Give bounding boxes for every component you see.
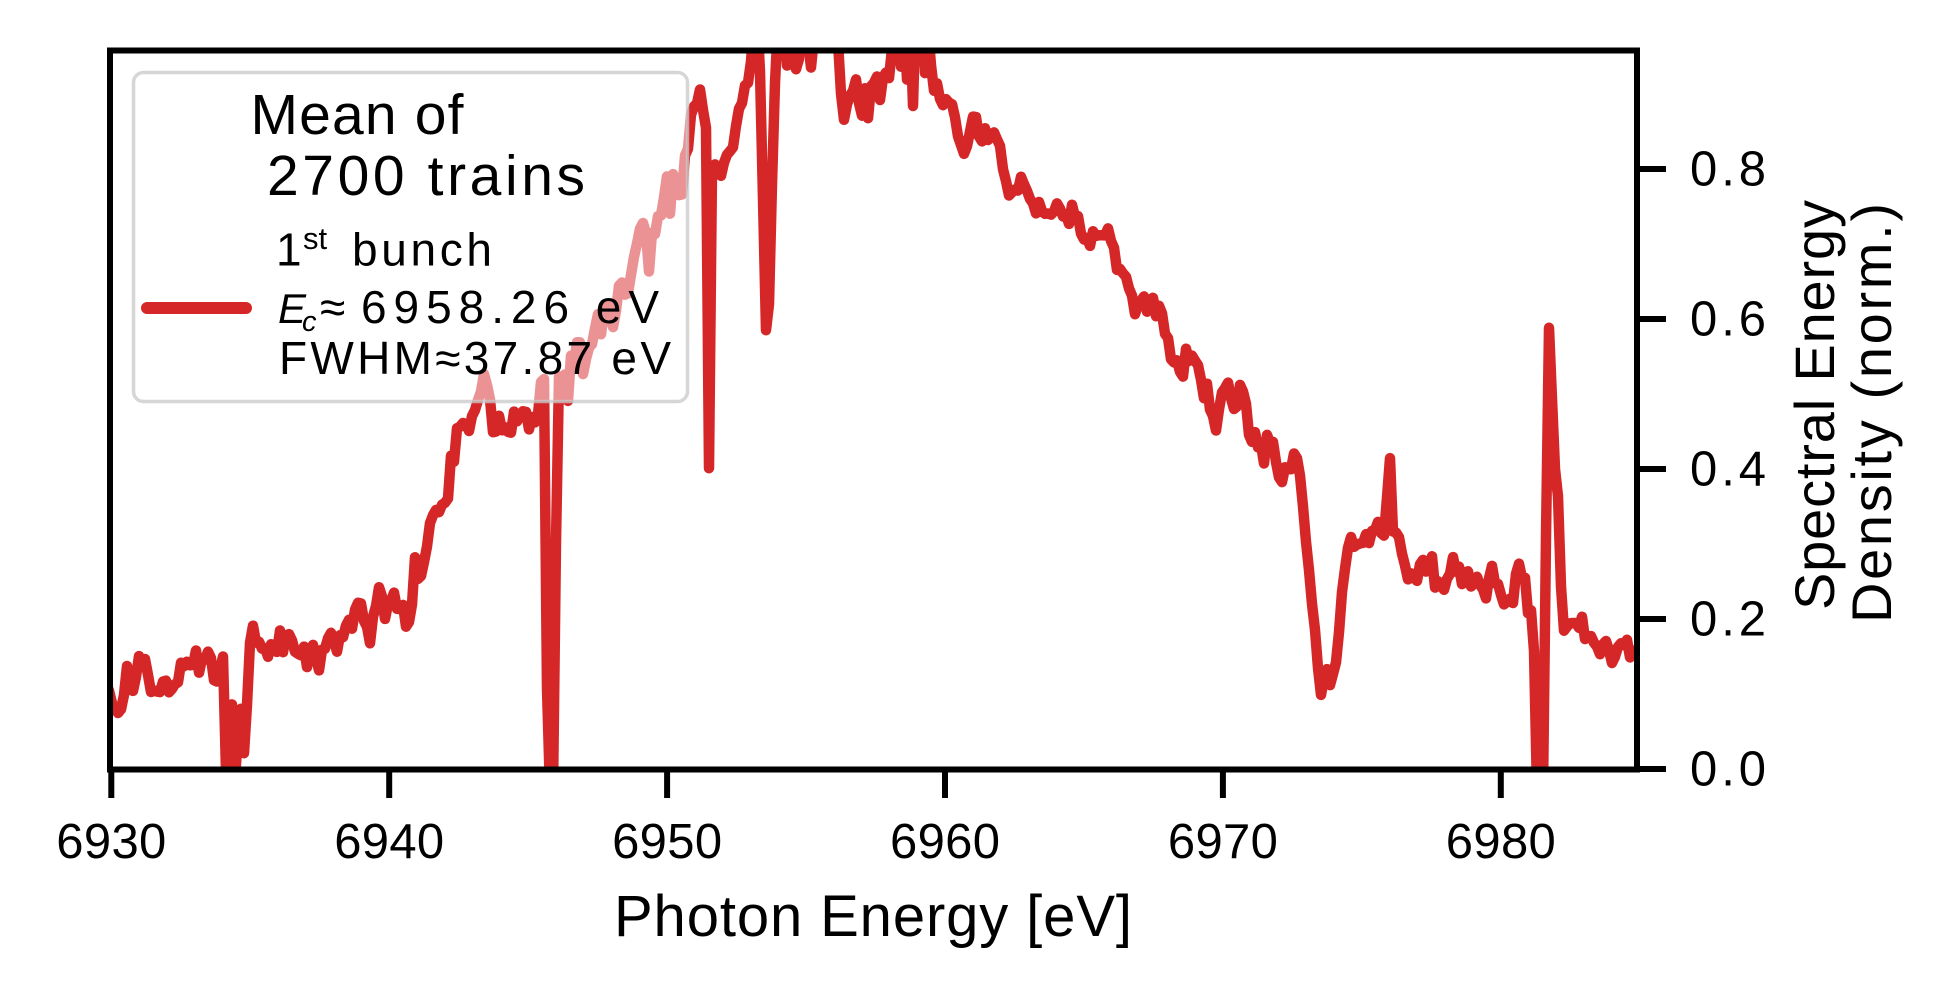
svg-text:0.0: 0.0 (1690, 743, 1766, 797)
svg-text:6930: 6930 (56, 815, 166, 869)
svg-text:6958.26 eV: 6958.26 eV (361, 281, 659, 333)
svg-text:Density (norm.): Density (norm.) (1840, 203, 1903, 623)
svg-text:≈: ≈ (320, 281, 345, 333)
svg-text:st: st (303, 221, 328, 256)
svg-text:6960: 6960 (890, 815, 1000, 869)
svg-text:FWHM≈37.87 eV: FWHM≈37.87 eV (279, 332, 671, 384)
svg-text:Spectral Energy: Spectral Energy (1783, 200, 1846, 610)
svg-text:c: c (302, 306, 317, 338)
svg-text:6940: 6940 (334, 815, 444, 869)
svg-text:Mean of: Mean of (251, 83, 464, 147)
svg-text:bunch: bunch (352, 224, 492, 276)
svg-text:6980: 6980 (1446, 815, 1556, 869)
svg-text:Photon Energy [eV]: Photon Energy [eV] (614, 884, 1132, 949)
svg-text:6950: 6950 (612, 815, 722, 869)
svg-text:0.4: 0.4 (1690, 443, 1766, 497)
svg-text:6970: 6970 (1168, 815, 1278, 869)
svg-text:0.6: 0.6 (1690, 293, 1766, 347)
svg-text:0.2: 0.2 (1690, 593, 1766, 647)
svg-text:1: 1 (276, 224, 302, 276)
svg-text:E: E (278, 285, 307, 332)
svg-text:0.8: 0.8 (1690, 143, 1766, 197)
